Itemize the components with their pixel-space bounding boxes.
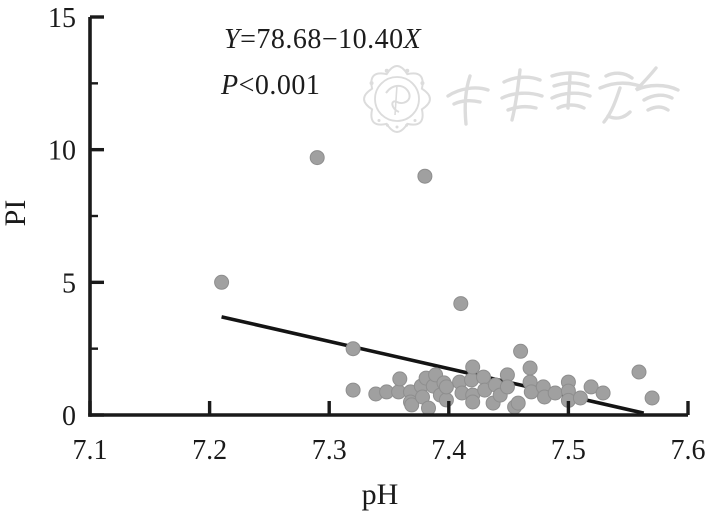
pvalue-body: <0.001 [238,70,321,101]
data-point [631,364,647,380]
watermark-calligraphy-character [550,71,592,110]
data-point [499,379,515,395]
data-point [392,371,408,387]
x-tick-label: 7.3 [312,435,347,466]
watermark-calligraphy-character [500,68,544,122]
watermark-calligraphy-character [446,74,490,126]
data-point [522,360,538,376]
x-tick-label: 7.1 [73,435,108,466]
data-point [465,394,481,410]
data-point [513,343,529,359]
y-tick-label: 10 [48,136,76,167]
annotation-equation: Y=78.68−10.40X [224,24,421,56]
data-point [417,168,433,184]
data-point [644,390,660,406]
watermark-calligraphy-character [598,71,642,124]
data-point [476,369,491,385]
data-point [421,400,436,416]
x-tick-label: 7.5 [551,435,586,466]
equation-y-variable: Y [224,24,241,55]
watermark-seal-icon [363,65,431,133]
x-axis-title: pH [362,478,399,511]
data-point [465,359,481,375]
y-axis-title: PI [0,200,32,227]
watermark [363,65,680,133]
data-point [583,379,599,395]
data-point [309,150,325,166]
watermark-calligraphy-character [634,66,680,112]
data-point [345,341,361,357]
data-point [438,379,454,395]
data-point [572,390,588,406]
equation-x-variable: X [403,24,422,55]
data-point [547,385,563,401]
x-tick-label: 7.6 [671,435,706,466]
x-tick-label: 7.2 [192,435,227,466]
data-point [595,385,611,401]
y-tick-label: 15 [48,3,76,34]
data-point [345,382,361,398]
x-tick-label: 7.4 [431,435,466,466]
pvalue-p-variable: P [221,70,239,101]
annotation-pvalue: P<0.001 [221,70,320,102]
data-point [453,296,469,312]
y-tick-label: 5 [62,268,76,299]
data-point [214,274,230,290]
data-point [510,395,526,411]
y-tick-label: 0 [62,401,76,432]
data-point [438,392,454,408]
data-point [404,397,420,413]
equation-body: =78.68−10.40 [240,24,404,55]
